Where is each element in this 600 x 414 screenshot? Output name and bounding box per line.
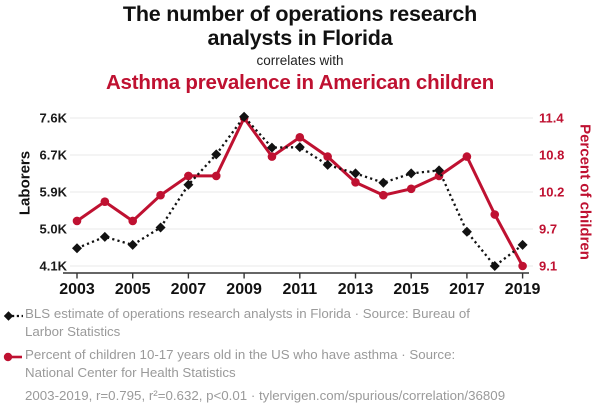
legend-label-analysts: BLS estimate of operations research anal…	[25, 306, 470, 339]
data-point-marker	[517, 239, 528, 250]
data-point-marker	[156, 190, 165, 200]
x-axis: 2003 2005 2007 2009 2011 2013 2015 2017 2019	[59, 272, 541, 298]
data-point-marker	[323, 152, 332, 161]
data-point-marker	[350, 168, 361, 179]
data-point-marker	[294, 142, 305, 153]
data-point-marker	[266, 142, 277, 153]
x-tick-label: 2007	[171, 281, 207, 298]
subtitle-red: Asthma prevalence in American children	[105, 71, 495, 94]
title-line-1: The number of operations research	[122, 2, 478, 26]
right-y-tick-labels: 11.4 10.8 10.2 9.7 9.1	[539, 111, 564, 274]
data-point-marker	[184, 171, 193, 181]
title-line-2: analysts in Florida	[207, 26, 393, 50]
legend-label-asthma: Percent of children 10-17 years old in t…	[25, 347, 456, 380]
data-point-marker	[128, 216, 137, 226]
stats-footnote: 2003-2019, r=0.795, r²=0.632, p<0.01 · t…	[25, 388, 506, 403]
series-circle	[72, 113, 527, 271]
y-tick-label-right: 10.2	[539, 185, 564, 200]
y-tick-label-left: 4.1K	[40, 259, 68, 274]
gridlines	[70, 117, 533, 267]
data-point-marker	[72, 243, 82, 254]
data-point-marker	[462, 152, 472, 161]
data-point-marker	[322, 159, 333, 170]
x-tick-label: 2003	[59, 281, 95, 298]
data-point-marker	[295, 133, 305, 142]
data-point-marker	[434, 165, 445, 176]
page-title: The number of operations research analys…	[0, 2, 600, 50]
data-point-marker	[378, 177, 389, 188]
data-point-marker	[239, 111, 250, 122]
black-diamond-dotted-line-icon	[3, 305, 23, 327]
data-point-marker	[211, 149, 222, 160]
legend-item-asthma: Percent of children 10-17 years old in t…	[3, 346, 581, 382]
x-tick-label: 2009	[226, 281, 262, 298]
x-tick-label: 2017	[449, 281, 485, 298]
y-tick-label-left: 6.7K	[40, 148, 68, 163]
data-point-marker	[99, 231, 110, 242]
data-point-marker	[406, 168, 417, 179]
data-point-marker	[351, 178, 360, 187]
x-tick-label: 2005	[115, 281, 151, 298]
data-point-marker	[155, 222, 166, 233]
data-point-marker	[379, 190, 388, 200]
x-tick-label: 2019	[505, 281, 541, 298]
data-point-marker	[211, 171, 221, 181]
y-tick-label-left: 5.0K	[40, 222, 68, 237]
data-point-marker	[489, 261, 500, 271]
data-point-marker	[267, 152, 277, 161]
y-tick-label-right: 9.1	[539, 259, 557, 274]
data-point-marker	[406, 184, 416, 194]
data-point-marker	[461, 226, 472, 237]
data-point-marker	[183, 179, 194, 190]
y-tick-label-left: 7.6K	[40, 111, 68, 126]
y-tick-label-left: 5.9K	[40, 185, 68, 200]
data-point-marker	[490, 210, 500, 219]
x-tick-label: 2011	[282, 281, 317, 298]
x-tick-label: 2013	[338, 281, 374, 298]
left-y-tick-labels: 7.6K 6.7K 5.9K 5.0K 4.1K	[40, 111, 68, 274]
x-tick-label: 2015	[393, 281, 429, 298]
data-point-marker	[100, 197, 110, 206]
data-point-marker	[518, 261, 527, 271]
series-diamond	[72, 111, 528, 271]
y-tick-label-right: 10.8	[539, 148, 564, 163]
legend-item-analysts: BLS estimate of operations research anal…	[3, 305, 581, 341]
correlates-with-text: correlates with	[256, 53, 344, 68]
data-point-marker	[434, 171, 444, 181]
y-tick-label-right: 11.4	[539, 111, 564, 126]
data-point-marker	[127, 239, 138, 250]
data-point-marker	[72, 216, 82, 226]
red-circle-solid-line-icon	[3, 346, 23, 368]
legend: BLS estimate of operations research anal…	[3, 305, 581, 405]
y-tick-label-right: 9.7	[539, 222, 557, 237]
